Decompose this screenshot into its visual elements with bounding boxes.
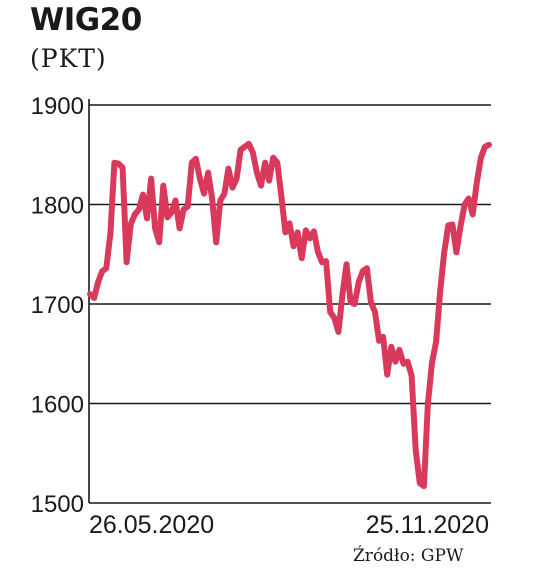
source-note: Źródło: GPW bbox=[353, 546, 464, 566]
y-tick-label: 1600 bbox=[31, 392, 84, 419]
y-tick-label: 1900 bbox=[31, 93, 84, 120]
y-axis-tick-labels: 1500 1600 1700 1800 1900 bbox=[31, 93, 84, 518]
y-tick-label: 1500 bbox=[31, 491, 84, 518]
y-tick-label: 1700 bbox=[31, 292, 84, 319]
chart-title: WIG20 bbox=[30, 2, 142, 38]
x-tick-label-start: 26.05.2020 bbox=[89, 511, 214, 539]
horizontal-gridlines bbox=[89, 104, 491, 504]
y-tick-label: 1800 bbox=[31, 193, 84, 220]
wig20-series-line bbox=[87, 140, 492, 490]
x-tick-label-end: 25.11.2020 bbox=[366, 511, 489, 539]
chart-unit-subtitle: (PKT) bbox=[30, 44, 107, 73]
